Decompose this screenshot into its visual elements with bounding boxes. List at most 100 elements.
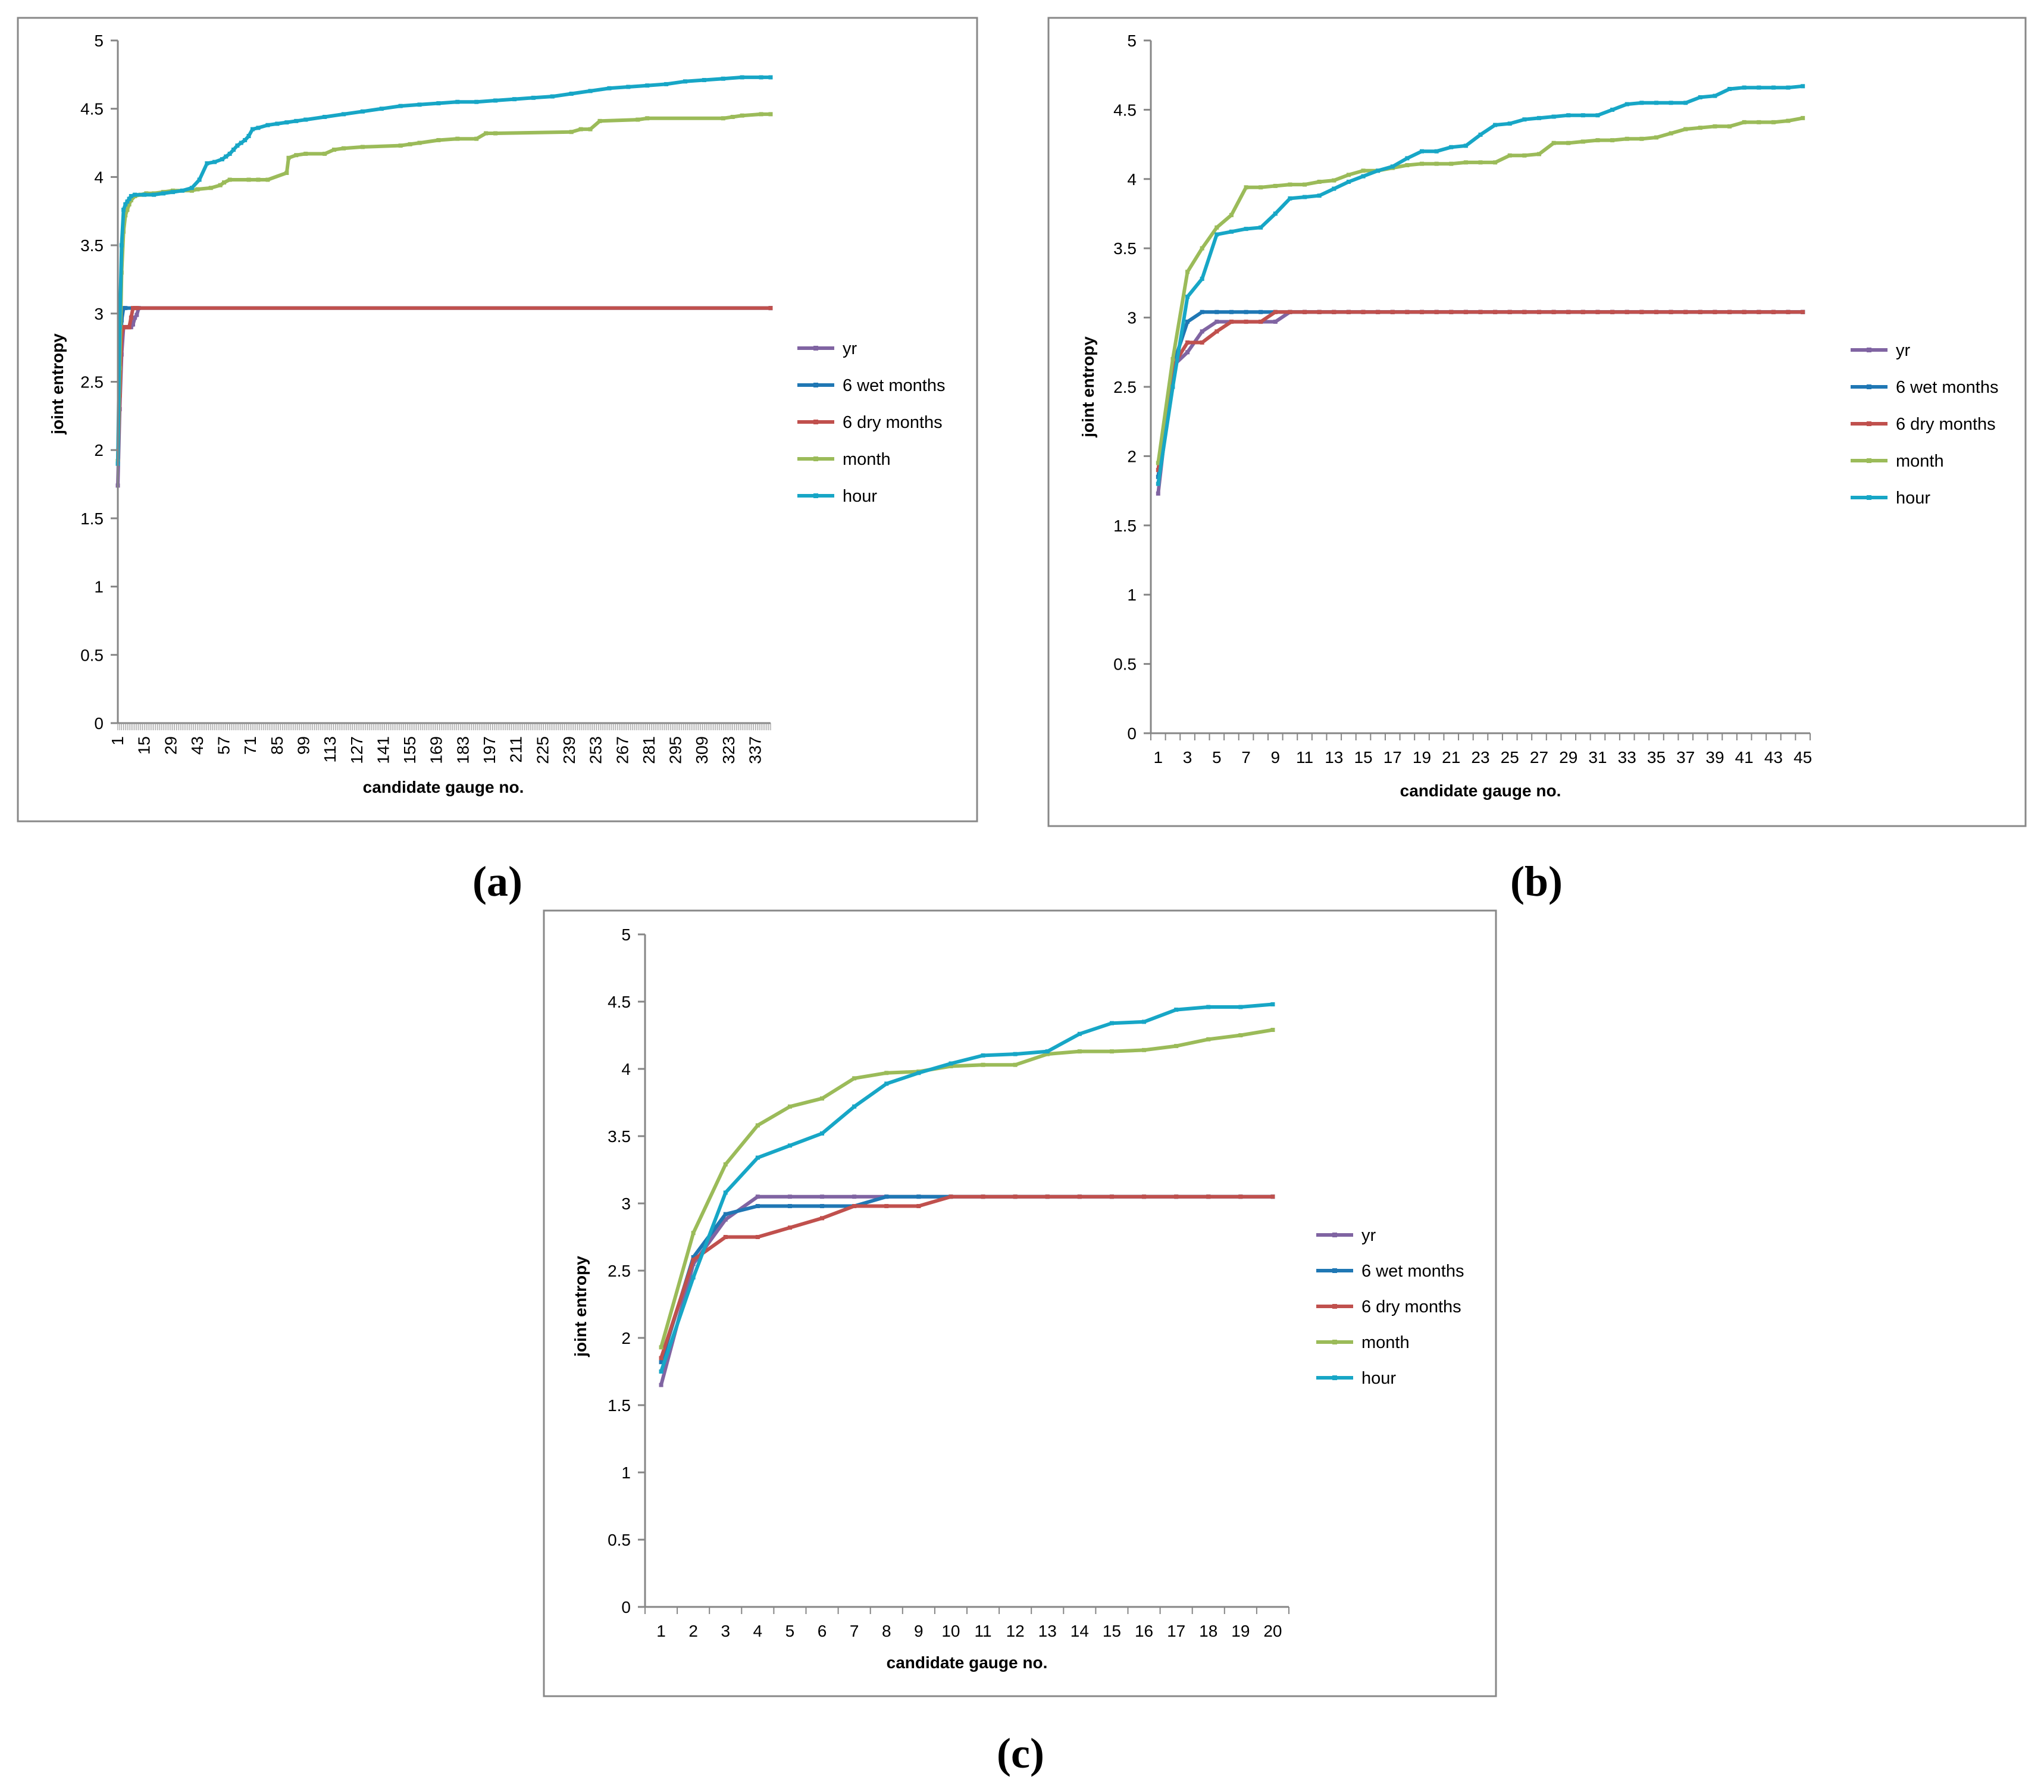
data-point bbox=[1536, 309, 1541, 314]
x-tick-label: 2 bbox=[688, 1622, 698, 1640]
y-axis-title-b: joint entropy bbox=[1079, 336, 1097, 438]
data-point bbox=[170, 190, 175, 195]
data-point bbox=[768, 112, 773, 117]
data-point bbox=[531, 95, 536, 100]
data-point bbox=[664, 82, 669, 86]
x-tick-label: 11 bbox=[975, 1622, 992, 1640]
data-point bbox=[1420, 149, 1425, 154]
data-point bbox=[949, 1061, 953, 1066]
data-point bbox=[1551, 309, 1556, 314]
y-tick-label: 2 bbox=[1127, 447, 1137, 465]
data-point bbox=[1109, 1049, 1114, 1054]
x-axis-title-c: candidate gauge no. bbox=[887, 1653, 1048, 1672]
x-tick-label: 9 bbox=[1270, 748, 1280, 767]
y-tick-label: 5 bbox=[1127, 32, 1137, 50]
data-point bbox=[1551, 140, 1556, 145]
data-point bbox=[1200, 329, 1204, 334]
data-point bbox=[852, 1104, 857, 1109]
data-point bbox=[1346, 179, 1351, 184]
data-point bbox=[1229, 320, 1234, 324]
data-point bbox=[1361, 168, 1366, 173]
data-point bbox=[884, 1071, 889, 1075]
y-tick-label: 3 bbox=[621, 1194, 631, 1213]
data-point bbox=[1200, 276, 1204, 281]
data-point bbox=[787, 1104, 792, 1109]
data-point bbox=[1303, 309, 1307, 314]
x-tick-label: 5 bbox=[785, 1622, 795, 1640]
data-point bbox=[659, 1383, 663, 1387]
y-tick-label: 3 bbox=[1127, 309, 1137, 327]
x-tick-label: 3 bbox=[1183, 748, 1192, 767]
x-tick-label: 41 bbox=[1735, 748, 1754, 767]
data-point bbox=[645, 116, 650, 121]
data-point bbox=[1669, 101, 1673, 105]
data-point bbox=[323, 151, 327, 156]
data-point bbox=[1522, 309, 1527, 314]
data-point bbox=[360, 145, 365, 149]
data-point bbox=[1434, 149, 1439, 154]
data-point bbox=[1405, 309, 1410, 314]
data-point bbox=[1273, 183, 1278, 188]
data-point bbox=[916, 1194, 921, 1199]
data-point bbox=[1185, 270, 1190, 274]
legend-label: 6 wet months bbox=[1896, 378, 1998, 397]
y-tick-label: 0 bbox=[1127, 724, 1137, 743]
data-point bbox=[1361, 174, 1366, 179]
data-point bbox=[1273, 320, 1278, 324]
data-point bbox=[1536, 152, 1541, 157]
data-point bbox=[1045, 1049, 1050, 1054]
data-point bbox=[239, 140, 243, 145]
data-point bbox=[1185, 350, 1190, 355]
data-point bbox=[1624, 102, 1629, 107]
data-point bbox=[131, 322, 136, 327]
data-point bbox=[303, 151, 308, 156]
legend-marker bbox=[1867, 384, 1871, 389]
data-point bbox=[1317, 309, 1322, 314]
data-point bbox=[1156, 481, 1160, 486]
y-tick-label: 5 bbox=[94, 32, 104, 50]
legend-label: yr bbox=[843, 339, 857, 358]
data-point bbox=[231, 148, 236, 152]
panel-label-c: (c) bbox=[997, 1730, 1044, 1777]
data-point bbox=[1288, 309, 1292, 314]
data-point bbox=[1742, 85, 1746, 90]
x-tick-label: 31 bbox=[1588, 748, 1607, 767]
data-point bbox=[1713, 93, 1717, 98]
data-point bbox=[1200, 340, 1204, 345]
data-point bbox=[1683, 127, 1688, 132]
data-point bbox=[220, 157, 224, 162]
legend-marker bbox=[1332, 1304, 1337, 1309]
data-point bbox=[884, 1204, 889, 1209]
data-point bbox=[1463, 160, 1468, 165]
x-tick-label: 33 bbox=[1618, 748, 1636, 767]
data-point bbox=[243, 137, 248, 142]
data-point bbox=[659, 1356, 663, 1361]
y-tick-label: 1.5 bbox=[1113, 517, 1137, 535]
x-tick-label: 295 bbox=[666, 736, 685, 764]
data-point bbox=[1270, 1027, 1275, 1032]
data-point bbox=[189, 186, 194, 190]
data-point bbox=[1580, 139, 1585, 144]
x-tick-label: 7 bbox=[1241, 748, 1251, 767]
data-point bbox=[1713, 309, 1717, 314]
panel-label-a: (a) bbox=[472, 858, 522, 905]
y-tick-label: 2.5 bbox=[608, 1262, 631, 1280]
y-tick-label: 4 bbox=[621, 1060, 631, 1078]
y-tick-label: 2.5 bbox=[80, 373, 104, 392]
legend-marker bbox=[1867, 421, 1871, 426]
y-tick-label: 1.5 bbox=[80, 509, 104, 528]
data-point bbox=[332, 148, 337, 152]
data-point bbox=[1390, 309, 1395, 314]
data-point bbox=[852, 1076, 857, 1081]
data-point bbox=[1698, 309, 1702, 314]
data-point bbox=[588, 127, 593, 132]
x-tick-label: 267 bbox=[613, 736, 631, 764]
data-point bbox=[820, 1096, 825, 1101]
data-point bbox=[1639, 101, 1644, 105]
x-tick-label: 85 bbox=[268, 736, 286, 755]
x-tick-label: 29 bbox=[161, 736, 180, 755]
data-point bbox=[1478, 132, 1483, 137]
data-point bbox=[195, 187, 200, 192]
data-point bbox=[493, 131, 498, 136]
x-tick-label: 20 bbox=[1263, 1622, 1282, 1640]
